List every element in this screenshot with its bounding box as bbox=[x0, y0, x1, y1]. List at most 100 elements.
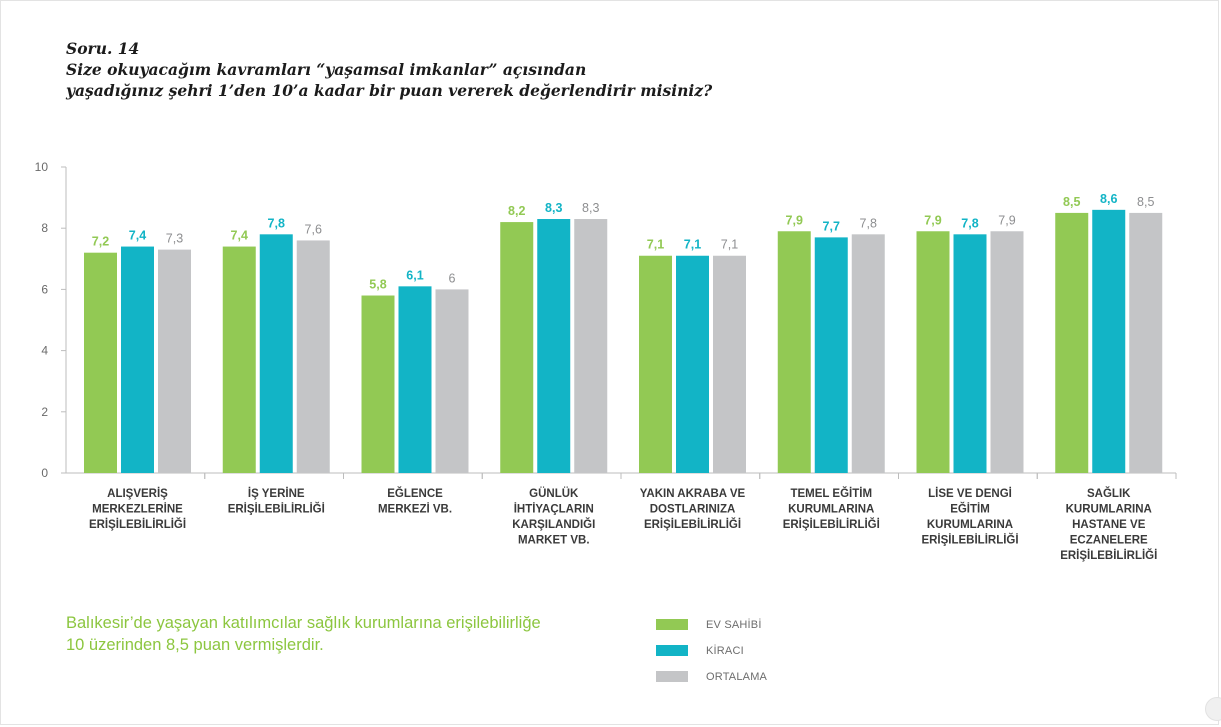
category-label-1-line-2: MERKEZLERİNE bbox=[92, 503, 183, 516]
category-label-8-line-1: SAĞLIK bbox=[1087, 487, 1131, 500]
legend-swatch-ortalama bbox=[656, 671, 688, 682]
bar-kiraci-8 bbox=[1092, 209, 1126, 473]
data-label-ev-sahibi-5: 7,1 bbox=[647, 238, 664, 252]
data-label-kiraci-5: 7,1 bbox=[684, 238, 701, 252]
data-label-ortalama-6: 7,8 bbox=[860, 216, 877, 230]
bar-ev-sahibi-2 bbox=[222, 246, 256, 473]
bar-ortalama-4 bbox=[574, 219, 608, 473]
bar-kiraci-3 bbox=[398, 286, 432, 473]
data-label-ortalama-2: 7,6 bbox=[305, 222, 322, 236]
category-label-3-line-2: MERKEZİ VB. bbox=[378, 503, 452, 516]
legend-label-ev-sahibi: EV SAHİBİ bbox=[706, 618, 762, 631]
data-label-kiraci-4: 8,3 bbox=[545, 201, 562, 215]
category-label-4-line-3: KARŞILANDIĞI bbox=[512, 518, 595, 531]
data-label-ev-sahibi-7: 7,9 bbox=[924, 213, 941, 227]
y-tick-label-0: 0 bbox=[41, 466, 48, 480]
data-label-ortalama-1: 7,3 bbox=[166, 232, 183, 246]
legend-item-kiraci: KİRACI bbox=[656, 640, 767, 661]
category-label-3-line-1: EĞLENCE bbox=[387, 487, 443, 500]
data-label-kiraci-8: 8,6 bbox=[1100, 192, 1117, 206]
y-tick-label-10: 10 bbox=[35, 160, 49, 174]
category-label-2-line-1: İŞ YERİNE bbox=[248, 487, 305, 500]
bar-ortalama-8 bbox=[1129, 212, 1163, 473]
bar-ortalama-6 bbox=[851, 234, 885, 473]
data-label-ortalama-5: 7,1 bbox=[721, 238, 738, 252]
data-label-kiraci-3: 6,1 bbox=[406, 268, 423, 282]
scroll-indicator bbox=[1205, 697, 1221, 721]
question-number: Soru. 14 bbox=[66, 39, 140, 58]
data-label-ev-sahibi-6: 7,9 bbox=[786, 213, 803, 227]
bar-ev-sahibi-3 bbox=[361, 295, 395, 473]
question-text-line-2: yaşadığınız şehri 1’den 10’a kadar bir p… bbox=[66, 81, 713, 100]
category-label-6-line-3: ERİŞİLEBİLİRLİĞİ bbox=[783, 518, 880, 531]
legend-label-kiraci: KİRACI bbox=[706, 644, 744, 657]
category-label-7-line-3: KURUMLARINA bbox=[927, 519, 1013, 531]
category-label-4-line-2: İHTİYAÇLARIN bbox=[514, 503, 594, 516]
data-label-ortalama-8: 8,5 bbox=[1137, 195, 1154, 209]
bar-ev-sahibi-4 bbox=[500, 222, 534, 473]
bar-kiraci-2 bbox=[259, 234, 293, 473]
category-label-5-line-3: ERİŞİLEBİLİRLİĞİ bbox=[644, 518, 741, 531]
category-label-6-line-2: KURUMLARINA bbox=[788, 504, 874, 516]
category-label-1-line-1: ALIŞVERİŞ bbox=[107, 487, 168, 500]
bar-ev-sahibi-5 bbox=[639, 255, 672, 473]
bar-ortalama-1 bbox=[158, 249, 191, 473]
bar-ortalama-7 bbox=[990, 231, 1024, 473]
y-tick-label-8: 8 bbox=[41, 221, 48, 235]
category-label-4-line-4: MARKET VB. bbox=[518, 535, 590, 547]
summary-note-line-1: Balıkesir’de yaşayan katılımcılar sağlık… bbox=[66, 614, 541, 632]
data-label-ortalama-4: 8,3 bbox=[582, 201, 599, 215]
legend-swatch-kiraci bbox=[656, 645, 688, 656]
category-label-7-line-4: ERİŞİLEBİLİRLİĞİ bbox=[921, 534, 1018, 547]
data-label-kiraci-2: 7,8 bbox=[268, 216, 285, 230]
data-label-kiraci-1: 7,4 bbox=[129, 229, 146, 243]
chart-header: Soru. 14 Size okuyacağım kavramları “yaş… bbox=[66, 38, 712, 101]
data-label-ev-sahibi-4: 8,2 bbox=[508, 204, 525, 218]
bar-ev-sahibi-1 bbox=[84, 252, 117, 473]
category-label-4-line-1: GÜNLÜK bbox=[529, 487, 579, 500]
summary-note-line-2: 10 üzerinden 8,5 puan vermişlerdir. bbox=[66, 636, 324, 654]
data-label-ev-sahibi-3: 5,8 bbox=[369, 278, 386, 292]
legend-swatch-ev-sahibi bbox=[656, 619, 688, 630]
data-label-ev-sahibi-8: 8,5 bbox=[1063, 195, 1080, 209]
legend-item-ev-sahibi: EV SAHİBİ bbox=[656, 614, 767, 635]
bar-ortalama-2 bbox=[296, 240, 330, 473]
bar-ev-sahibi-6 bbox=[777, 231, 811, 473]
data-label-ortalama-3: 6 bbox=[449, 271, 456, 285]
y-tick-label-2: 2 bbox=[41, 405, 48, 419]
category-label-1-line-3: ERİŞİLEBİLİRLİĞİ bbox=[89, 518, 186, 531]
bar-kiraci-6 bbox=[814, 237, 848, 473]
category-label-7-line-1: LİSE VE DENGİ bbox=[928, 487, 1012, 500]
data-label-kiraci-6: 7,7 bbox=[823, 219, 840, 233]
category-label-7-line-2: EĞİTİM bbox=[950, 503, 990, 516]
category-label-8-line-2: KURUMLARINA bbox=[1066, 504, 1152, 516]
bar-kiraci-1 bbox=[121, 246, 154, 473]
legend-item-ortalama: ORTALAMA bbox=[656, 666, 767, 687]
bar-kiraci-5 bbox=[676, 255, 709, 473]
summary-note: Balıkesir’de yaşayan katılımcılar sağlık… bbox=[66, 612, 626, 656]
category-label-8-line-3: HASTANE VE bbox=[1072, 519, 1146, 531]
question-text-line-1: Size okuyacağım kavramları “yaşamsal imk… bbox=[66, 60, 587, 79]
y-tick-label-4: 4 bbox=[41, 344, 48, 358]
bar-ev-sahibi-7 bbox=[916, 231, 950, 473]
bar-ortalama-5 bbox=[713, 255, 746, 473]
legend-label-ortalama: ORTALAMA bbox=[706, 670, 768, 683]
data-label-ev-sahibi-1: 7,2 bbox=[92, 235, 109, 249]
data-label-ev-sahibi-2: 7,4 bbox=[231, 229, 248, 243]
category-label-8-line-4: ECZANELERE bbox=[1070, 535, 1148, 547]
bar-kiraci-7 bbox=[953, 234, 987, 473]
category-label-2-line-2: ERİŞİLEBİLİRLİĞİ bbox=[228, 503, 325, 516]
legend: EV SAHİBİ KİRACI ORTALAMA bbox=[656, 614, 767, 692]
bar-ortalama-3 bbox=[435, 289, 469, 473]
category-label-5-line-2: DOSTLARINIZA bbox=[650, 504, 736, 516]
category-label-8-line-5: ERİŞİLEBİLİRLİĞİ bbox=[1060, 549, 1157, 562]
category-label-6-line-1: TEMEL EĞİTİM bbox=[790, 487, 872, 500]
data-label-kiraci-7: 7,8 bbox=[961, 216, 978, 230]
bar-ev-sahibi-8 bbox=[1055, 212, 1089, 473]
y-tick-label-6: 6 bbox=[41, 282, 48, 296]
data-label-ortalama-7: 7,9 bbox=[998, 213, 1015, 227]
bar-chart: 0 2 4 6 8 10 7,2 7,4 7,3 ALIŞVERİŞ MERKEZLERİNE ERİ… bbox=[35, 160, 1177, 562]
category-label-5-line-1: YAKIN AKRABA VE bbox=[640, 488, 746, 500]
bar-kiraci-4 bbox=[537, 219, 571, 473]
